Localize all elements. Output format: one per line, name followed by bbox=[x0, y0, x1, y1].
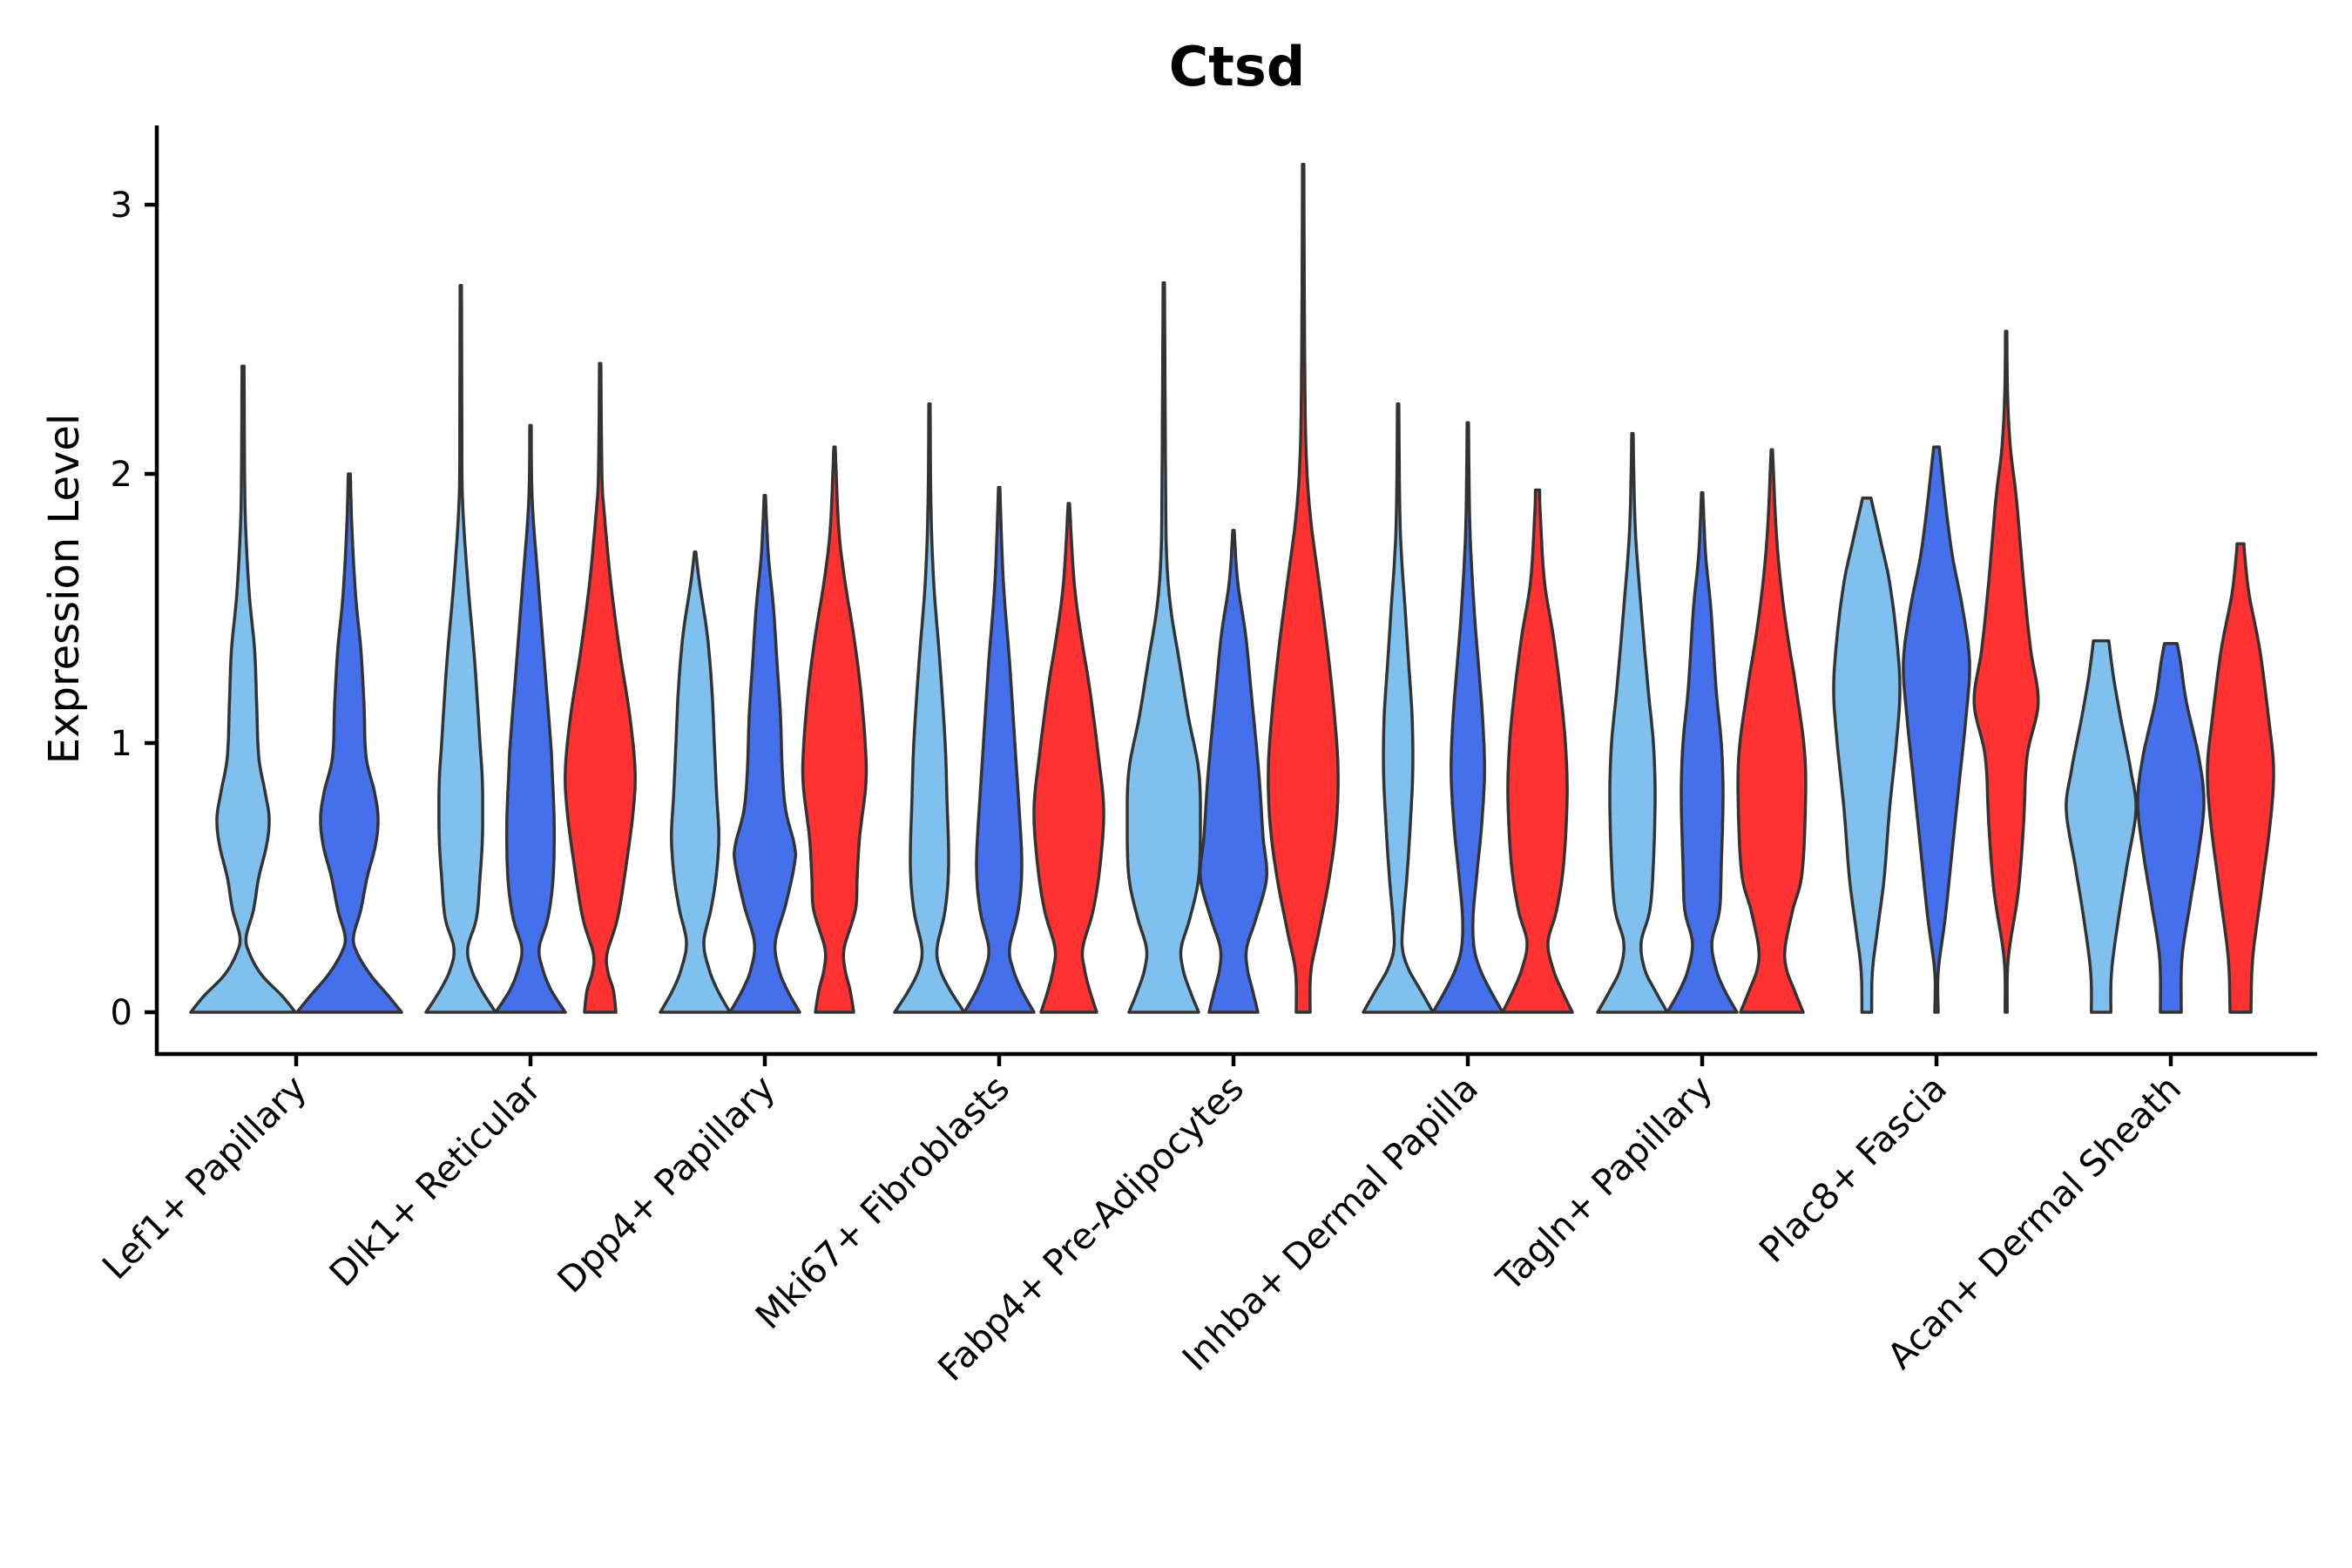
violin-blue bbox=[728, 493, 801, 1014]
y-axis-title: Expression Level bbox=[40, 414, 89, 765]
violins-layer bbox=[189, 162, 2275, 1014]
violin-blue bbox=[1902, 445, 1971, 1014]
y-tick-label: 3 bbox=[111, 186, 132, 226]
violin-group bbox=[2065, 542, 2275, 1014]
violin-group bbox=[1596, 431, 1808, 1014]
violin-blue bbox=[1198, 529, 1269, 1014]
violin-red bbox=[1736, 448, 1808, 1014]
violin-blue bbox=[494, 423, 567, 1014]
violin-blue bbox=[2136, 641, 2206, 1014]
violin-red bbox=[1501, 488, 1574, 1014]
violin-group bbox=[1362, 402, 1574, 1014]
violin-group bbox=[1125, 162, 1340, 1014]
violin-red bbox=[1972, 329, 2040, 1014]
violin-group bbox=[424, 283, 637, 1014]
violin-group bbox=[189, 364, 403, 1014]
violin-group bbox=[1832, 329, 2040, 1014]
violin-red bbox=[1267, 162, 1340, 1014]
violin-light-blue bbox=[1125, 280, 1202, 1014]
violin-light-blue bbox=[1832, 497, 1902, 1014]
violin-red bbox=[2206, 542, 2275, 1014]
violin-group bbox=[893, 402, 1105, 1014]
violin-red bbox=[1032, 502, 1105, 1014]
violin-light-blue bbox=[2065, 639, 2138, 1014]
violin-blue bbox=[963, 485, 1036, 1014]
violin-light-blue bbox=[1596, 431, 1669, 1014]
violin-red bbox=[801, 445, 868, 1014]
violin-light-blue bbox=[424, 283, 497, 1014]
violin-blue bbox=[1666, 490, 1739, 1014]
violin-light-blue bbox=[893, 402, 966, 1014]
chart-title: Ctsd bbox=[1169, 35, 1305, 98]
violin-red bbox=[564, 362, 637, 1014]
violin-blue bbox=[1431, 421, 1504, 1014]
y-tick-label: 0 bbox=[111, 993, 132, 1033]
violin-group bbox=[659, 445, 868, 1014]
violin-light-blue bbox=[1362, 402, 1435, 1014]
y-tick-label: 1 bbox=[111, 724, 132, 764]
y-tick-label: 2 bbox=[111, 455, 132, 495]
violin-blue bbox=[295, 472, 403, 1014]
y-axis-ticks: 0 1 2 3 bbox=[111, 186, 157, 1033]
violin-light-blue bbox=[189, 364, 297, 1014]
violin-light-blue bbox=[659, 550, 732, 1014]
